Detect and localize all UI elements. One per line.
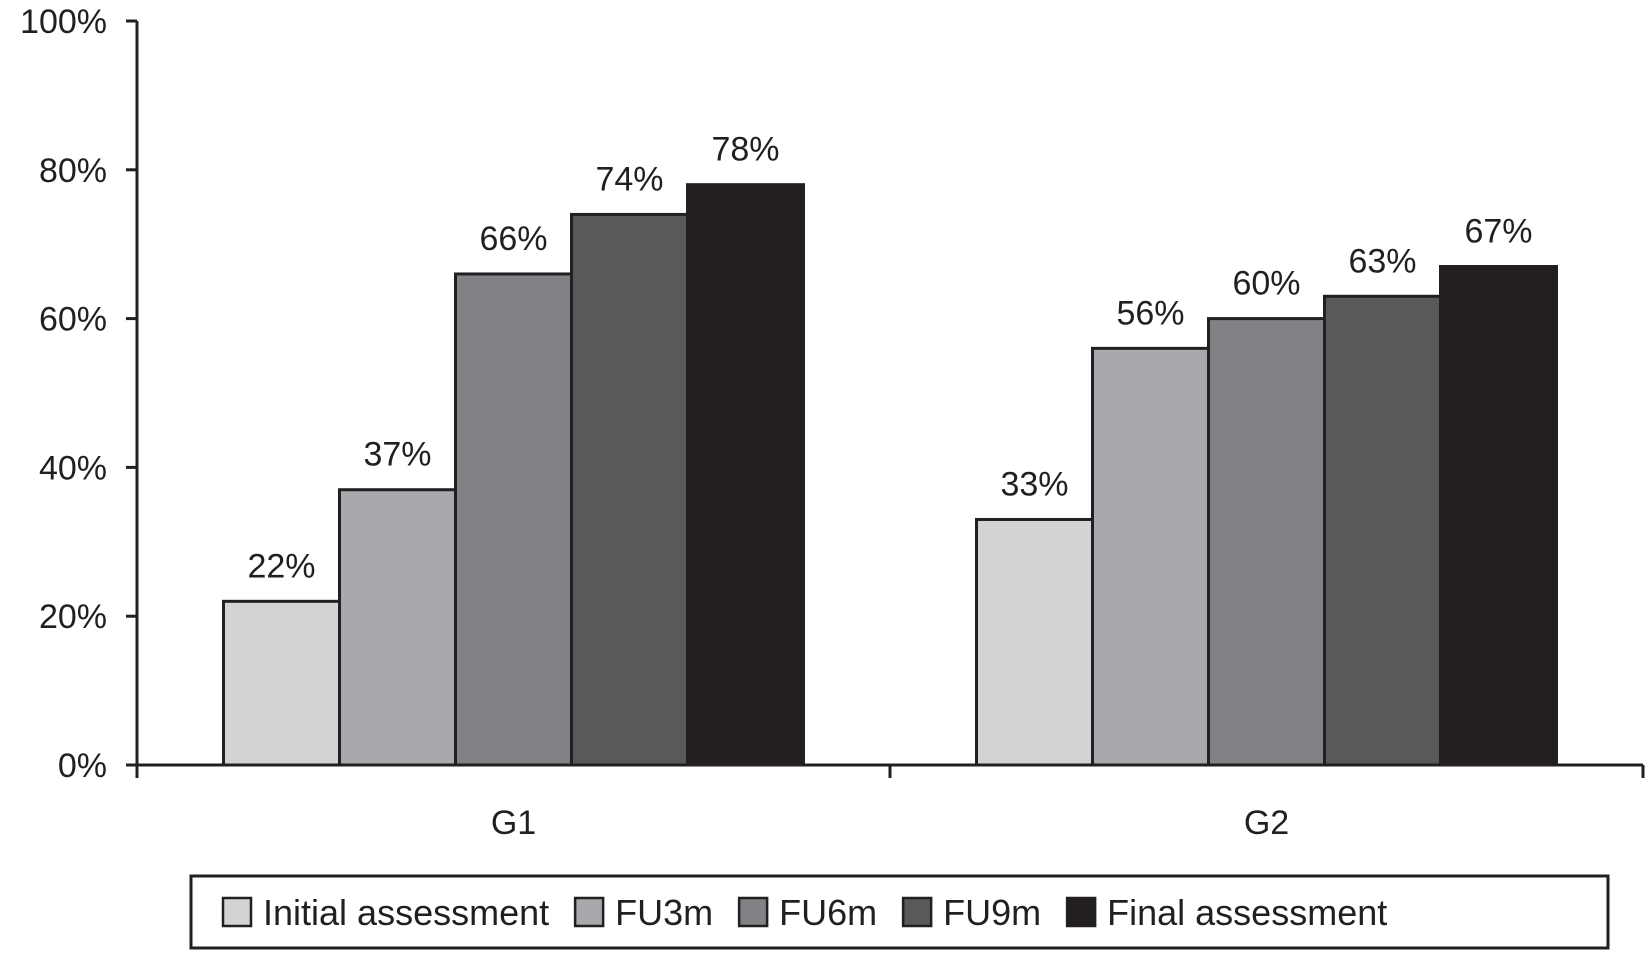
legend: Initial assessment FU3m FU6m FU9m Final asse… [189,874,1610,950]
bar [975,517,1094,767]
bar-value-label: 56% [1116,294,1184,332]
bar-value-label: 37% [363,436,431,474]
legend-item: FU6m [737,892,877,933]
bar-value-label: 78% [711,131,779,169]
bar-value-label: 22% [247,547,315,585]
legend-swatch [1065,896,1097,928]
y-tick-label: 60% [39,301,107,339]
bar [1207,317,1326,767]
data-labels: 22% 37% 66% 74% 78% 33% 56% 60% 63% 67% [247,131,1532,586]
y-tick-label: 100% [20,3,107,41]
bar-value-label: 67% [1464,213,1532,251]
y-tick-label: 40% [39,449,107,487]
bar [454,272,573,767]
x-category-label: G2 [1244,804,1289,842]
legend-box [189,874,1610,950]
legend-label: Final assessment [1107,892,1387,933]
legend-swatch [901,896,933,928]
legend-item: FU9m [901,892,1041,933]
legend-item: Initial assessment [221,892,549,933]
legend-swatch [221,896,253,928]
x-axis: G1 G2 [135,763,1645,842]
bar-value-label: 63% [1348,242,1416,280]
bars [222,183,1558,767]
legend-swatch [737,896,769,928]
y-tick-label: 0% [58,747,107,785]
legend-item: Final assessment [1065,892,1387,933]
bar [222,599,341,767]
legend-swatch [573,896,605,928]
bar [338,488,457,767]
bar [686,183,805,767]
legend-label: FU6m [779,892,877,933]
bar-value-label: 60% [1232,265,1300,303]
bar [1439,265,1558,767]
legend-item: FU3m [573,892,713,933]
bar-value-label: 74% [595,160,663,198]
bar [570,212,689,767]
y-axis: 0% 20% 40% 60% 80% 100% [20,3,139,785]
bar [1323,294,1442,767]
legend-label: Initial assessment [263,892,549,933]
legend-label: FU9m [943,892,1041,933]
y-tick-label: 20% [39,598,107,636]
bar-value-label: 33% [1000,465,1068,503]
y-tick-label: 80% [39,152,107,190]
bar-value-label: 66% [479,220,547,258]
x-category-label: G1 [491,804,536,842]
bar [1091,346,1210,767]
legend-label: FU3m [615,892,713,933]
